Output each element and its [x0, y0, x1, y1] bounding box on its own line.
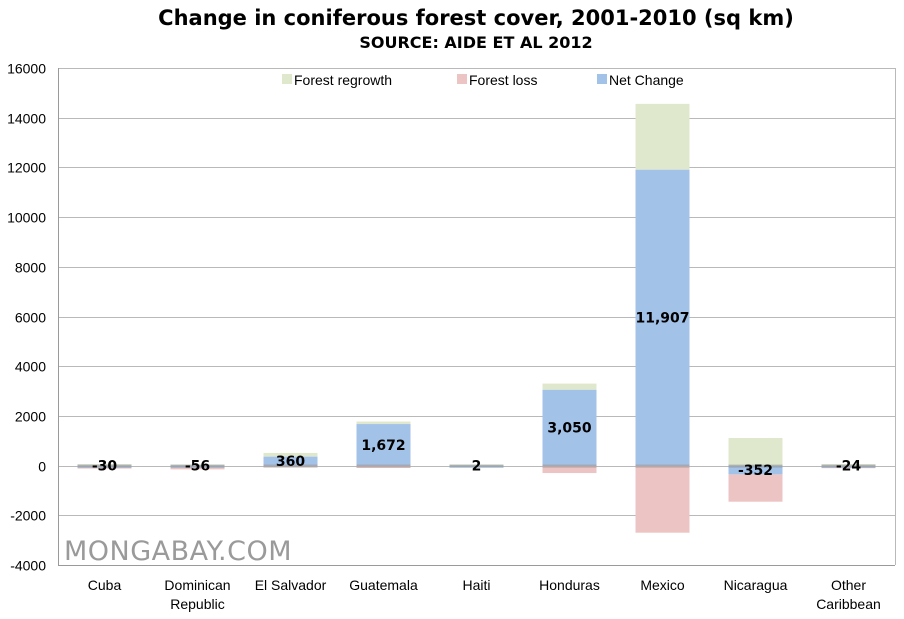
net-change-label: 2	[472, 459, 482, 475]
category-label: Guatemala	[349, 577, 418, 593]
bar-net-change	[728, 465, 783, 475]
legend-swatch	[597, 74, 607, 84]
category-label: El Salvador	[255, 577, 327, 593]
bar-forest-regrowth	[263, 452, 318, 457]
legend-label: Forest regrowth	[294, 72, 392, 88]
category-label: Honduras	[539, 577, 600, 593]
bar-zero-marker	[635, 464, 690, 468]
legend-label: Net Change	[609, 72, 684, 88]
y-tick-label: -2000	[10, 508, 46, 524]
bar-zero-marker	[170, 464, 225, 468]
y-tick-label: -4000	[10, 558, 46, 574]
legend-label: Forest loss	[469, 72, 537, 88]
bar-forest-loss	[542, 465, 597, 474]
category-label: Mexico	[640, 577, 685, 593]
net-change-label: -30	[92, 459, 118, 475]
category-label: Cuba	[88, 577, 122, 593]
bar-zero-marker	[542, 464, 597, 468]
y-tick-label: 6000	[15, 310, 46, 326]
net-change-label: 11,907	[635, 311, 689, 327]
bar-net-change	[263, 456, 318, 466]
bar-zero-marker	[449, 464, 504, 468]
y-tick-label: 4000	[15, 359, 46, 375]
net-change-label: 360	[276, 454, 305, 470]
bar-forest-regrowth	[728, 438, 783, 466]
y-tick-label: 0	[38, 459, 46, 475]
category-label: Caribbean	[816, 596, 881, 612]
y-tick-label: 2000	[15, 409, 46, 425]
category-label: Nicaragua	[724, 577, 788, 593]
bar-net-change	[542, 389, 597, 466]
net-change-label: -56	[185, 459, 210, 475]
bar-net-change	[635, 169, 690, 466]
bar-forest-loss	[170, 466, 225, 470]
y-tick-label: 10000	[7, 210, 46, 226]
net-change-label: 1,672	[361, 438, 405, 454]
watermark-text: MONGABAY.COM	[64, 536, 292, 567]
y-tick-label: 14000	[7, 111, 46, 127]
bar-zero-marker	[356, 464, 411, 468]
category-label: Haiti	[462, 577, 490, 593]
bar-forest-loss	[635, 465, 690, 533]
chart-title: Change in coniferous forest cover, 2001-…	[158, 6, 794, 30]
data-labels: -30 -56 360 1,672 2 3,050 11,907 -352 -24	[92, 311, 862, 479]
x-axis: Cuba Dominican Republic El Salvador Guatemal…	[58, 565, 895, 612]
bar-forest-regrowth	[635, 103, 690, 170]
legend-swatch	[282, 74, 292, 84]
net-change-label: -24	[836, 459, 862, 475]
y-tick-label: 8000	[15, 260, 46, 276]
y-tick-label: 12000	[7, 160, 46, 176]
bar-forest-regrowth	[356, 421, 411, 425]
legend: Forest regrowth Forest loss Net Change	[282, 72, 684, 88]
bar-zero-marker	[821, 464, 876, 468]
bars	[77, 103, 876, 533]
category-label: Other	[831, 577, 866, 593]
bar-zero-marker	[263, 464, 318, 468]
net-change-label: -352	[738, 463, 773, 479]
chart-subtitle: SOURCE: AIDE ET AL 2012	[359, 33, 592, 52]
bar-forest-loss	[728, 474, 783, 502]
category-label: Dominican	[164, 577, 230, 593]
y-axis: -4000 -2000 0 2000 4000 6000 8000 10000 12000 140…	[7, 61, 59, 574]
net-change-label: 3,050	[547, 421, 592, 437]
category-label: Republic	[170, 596, 224, 612]
bar-zero-marker	[728, 464, 783, 468]
legend-swatch	[457, 74, 467, 84]
y-tick-label: 16000	[7, 61, 46, 77]
bar-zero-marker	[77, 464, 132, 468]
bar-forest-regrowth	[542, 383, 597, 390]
bar-net-change	[356, 424, 411, 466]
